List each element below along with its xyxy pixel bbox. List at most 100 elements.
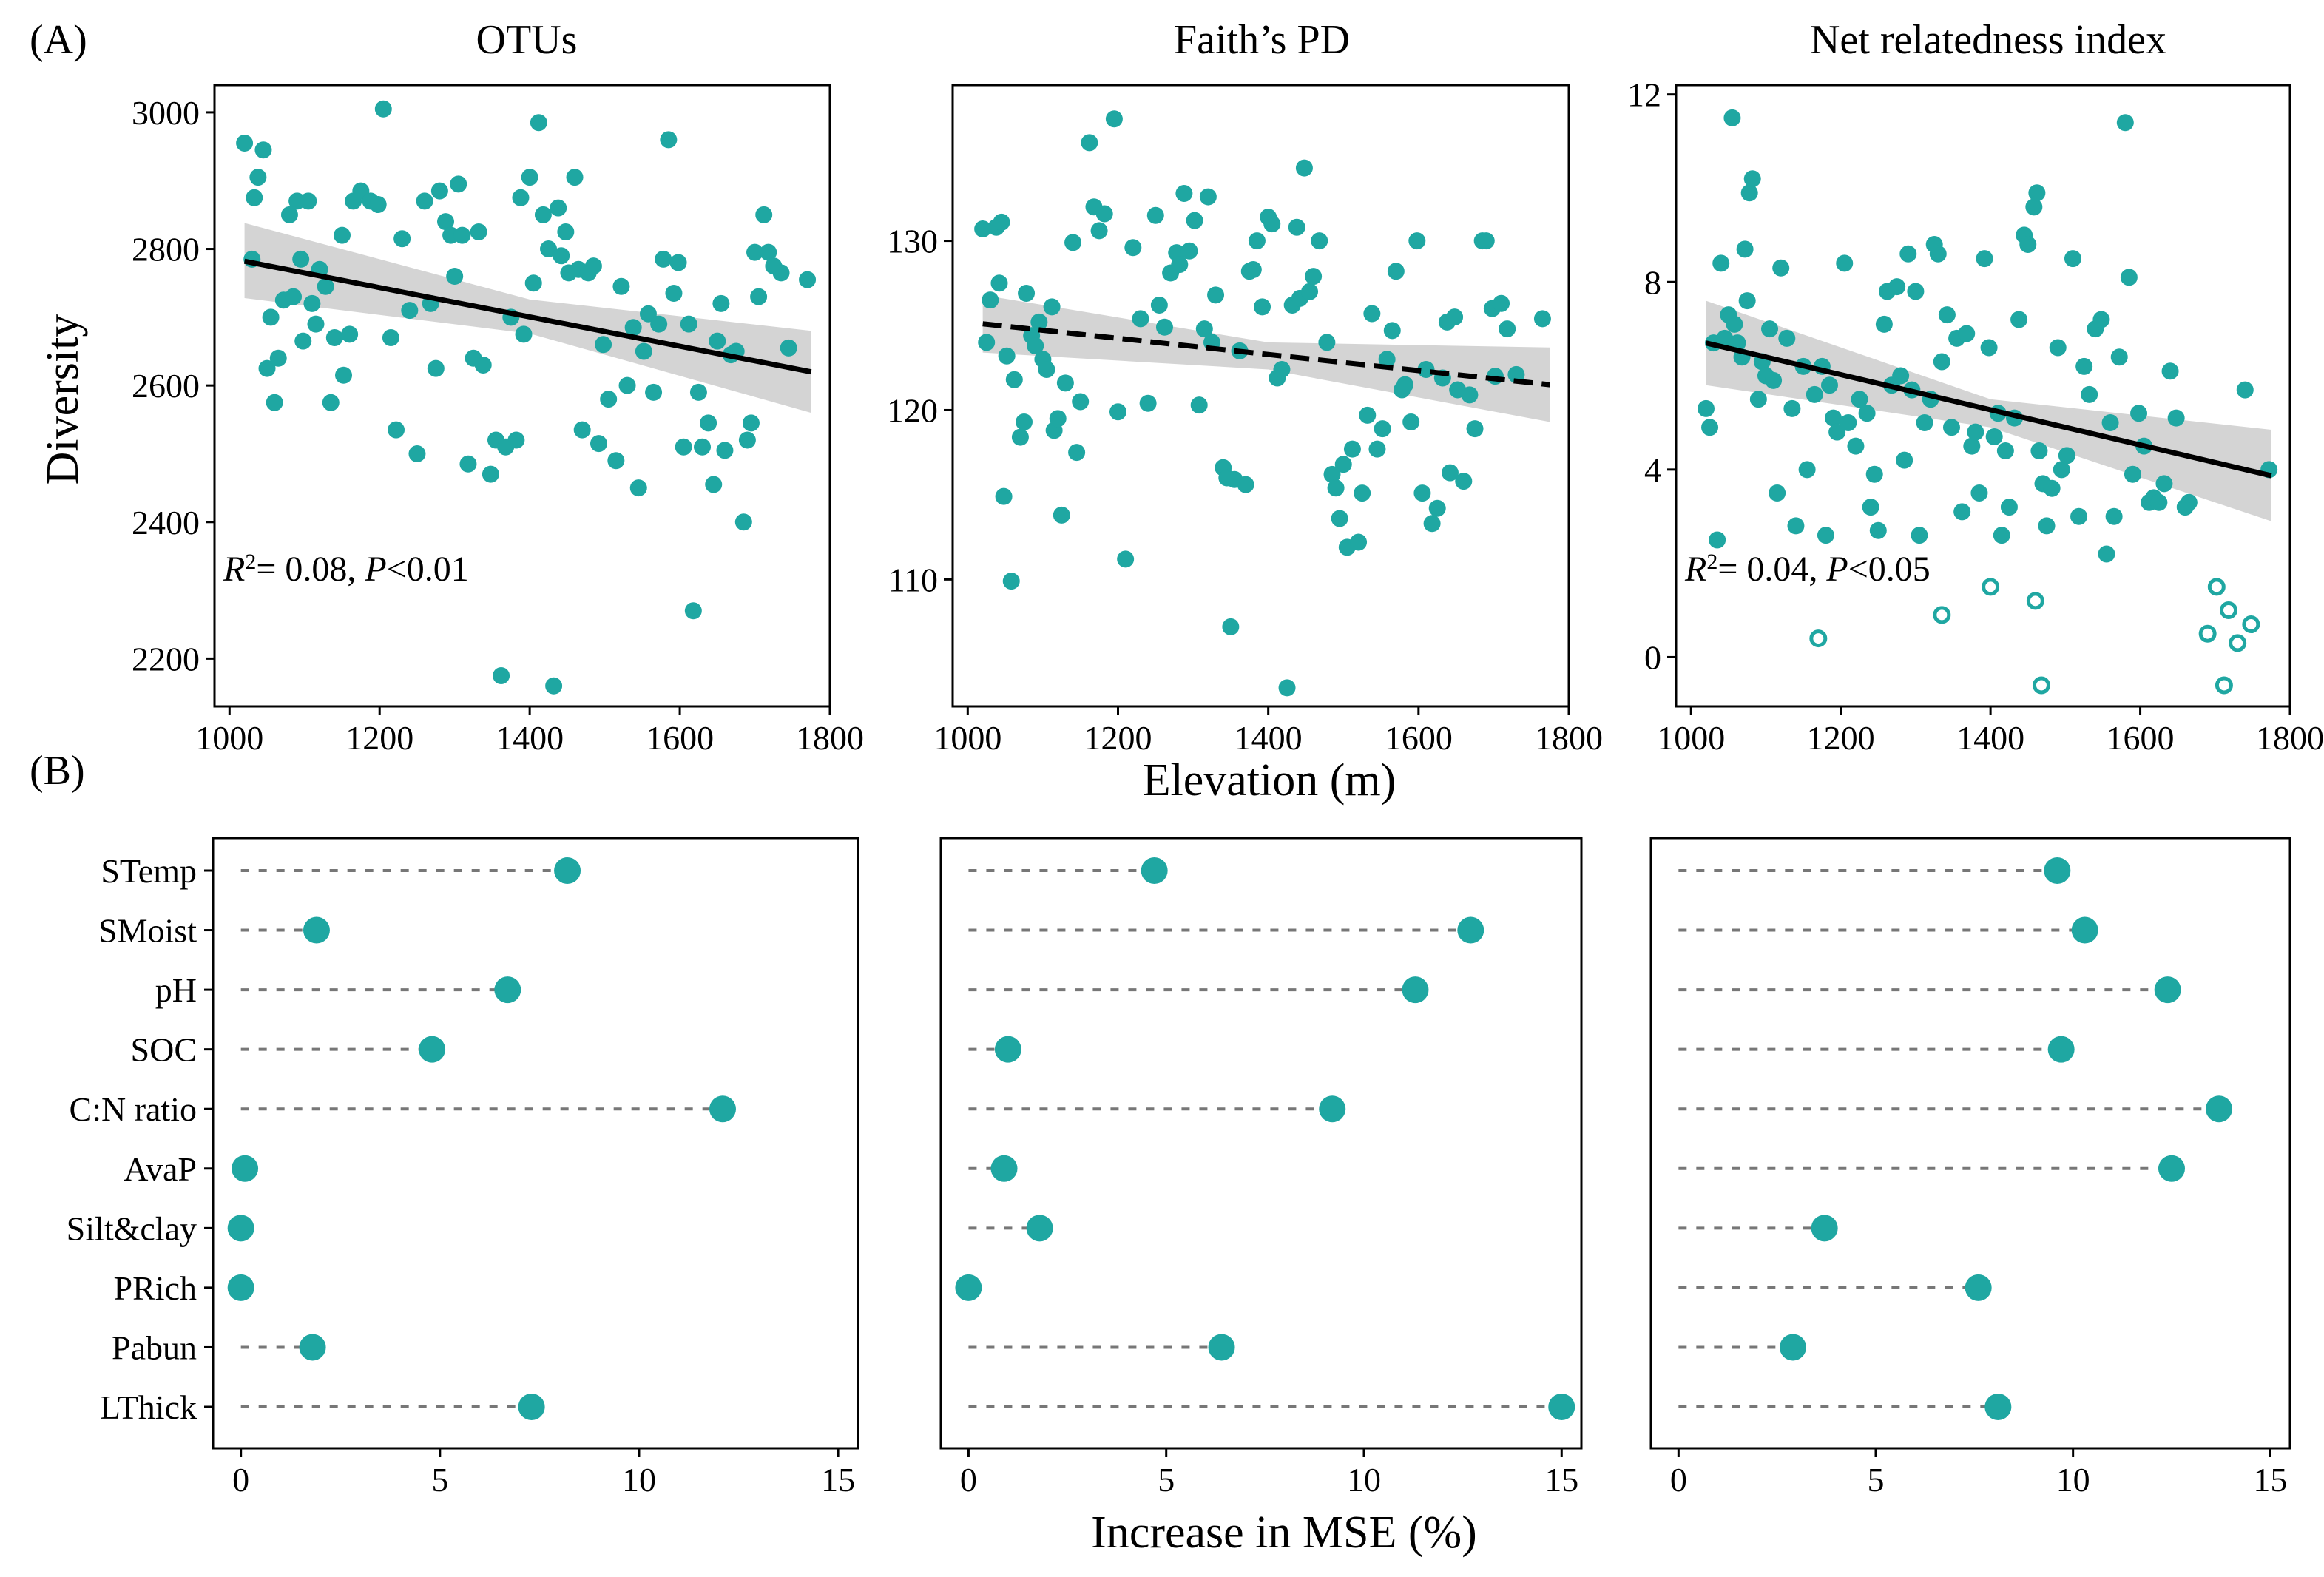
importance-point xyxy=(1780,1334,1806,1361)
data-point xyxy=(1199,188,1217,206)
data-point xyxy=(1139,394,1157,412)
data-point xyxy=(995,487,1013,505)
data-point xyxy=(236,134,254,152)
data-point xyxy=(1806,385,1823,403)
data-point xyxy=(1446,308,1464,326)
data-point xyxy=(2070,507,2088,525)
y-tick-label: 3000 xyxy=(132,94,200,132)
importance-point xyxy=(1402,976,1429,1004)
x-tick-label: 1800 xyxy=(796,719,864,757)
data-point xyxy=(246,189,263,206)
data-point xyxy=(2025,198,2043,216)
data-point xyxy=(705,476,723,493)
importance-point xyxy=(227,1274,254,1301)
importance-point xyxy=(2071,916,2098,944)
importance-point xyxy=(1208,1334,1235,1361)
data-point xyxy=(1533,310,1551,328)
y-tick-label: 4 xyxy=(1644,451,1661,489)
predictor-label: SMoist xyxy=(98,912,197,950)
x-tick-label: 0 xyxy=(232,1461,249,1499)
importance-point xyxy=(1026,1215,1053,1242)
data-point-open xyxy=(2032,676,2050,695)
importance-point xyxy=(2158,1155,2185,1182)
data-point xyxy=(1368,440,1386,458)
data-point xyxy=(1124,239,1142,257)
data-point xyxy=(694,438,712,456)
data-point xyxy=(530,114,547,132)
data-point xyxy=(524,274,542,292)
data-point xyxy=(335,366,353,384)
data-point xyxy=(1155,318,1173,336)
data-point xyxy=(584,257,602,275)
fit-annotation: R2= 0.08, P<0.01 xyxy=(223,550,469,590)
data-point xyxy=(1396,376,1414,394)
data-point xyxy=(474,356,492,374)
data-point xyxy=(427,359,445,377)
data-point xyxy=(755,206,773,223)
data-point xyxy=(1254,298,1271,316)
data-point-open xyxy=(1809,629,1828,648)
importance-point xyxy=(1548,1394,1575,1420)
data-point xyxy=(1996,442,2014,459)
data-point xyxy=(1761,320,1779,338)
data-point xyxy=(1081,134,1098,152)
data-point xyxy=(734,513,752,531)
panel-a-label: (A) xyxy=(30,17,87,63)
x-tick-label: 10 xyxy=(622,1461,656,1499)
x-tick-label: 1200 xyxy=(345,719,413,757)
data-point xyxy=(374,100,392,118)
data-point xyxy=(2019,236,2037,254)
data-point xyxy=(1778,329,1796,347)
data-point xyxy=(645,383,663,401)
data-point xyxy=(675,438,692,456)
data-point-open xyxy=(1933,606,1951,624)
data-point xyxy=(2167,409,2185,427)
data-point xyxy=(595,336,612,354)
data-point xyxy=(459,455,477,473)
data-point xyxy=(1825,409,1842,427)
data-point xyxy=(1195,320,1213,338)
data-point xyxy=(1207,286,1225,304)
panel-b-label: (B) xyxy=(30,748,85,794)
importance-point xyxy=(2044,857,2071,884)
data-point xyxy=(317,277,334,295)
predictor-label: Pabun xyxy=(112,1328,197,1366)
data-point xyxy=(1011,428,1029,446)
regression-line xyxy=(982,321,1550,388)
data-point xyxy=(2058,447,2075,465)
data-point xyxy=(401,302,419,320)
data-point xyxy=(1862,499,1879,516)
data-point xyxy=(1712,254,1730,272)
data-point xyxy=(660,131,678,149)
data-point xyxy=(1836,254,1854,272)
predictor-label: pH xyxy=(155,971,197,1009)
x-axis-label-elevation: Elevation (m) xyxy=(1143,755,1396,806)
data-point xyxy=(1455,473,1473,490)
data-point xyxy=(2155,475,2173,493)
data-point xyxy=(1334,456,1352,473)
data-point xyxy=(254,141,272,159)
data-point xyxy=(1907,283,1925,300)
data-point xyxy=(1953,503,1971,521)
data-point xyxy=(1911,527,1928,544)
importance-point xyxy=(1984,1394,2012,1420)
data-point xyxy=(1327,479,1345,497)
data-point xyxy=(1090,222,1108,240)
data-point xyxy=(639,305,657,323)
y-tick-label: 130 xyxy=(887,223,938,260)
data-point xyxy=(1171,256,1189,274)
data-point xyxy=(1697,399,1715,417)
importance-point xyxy=(955,1274,982,1301)
data-point xyxy=(482,465,499,483)
importance-point xyxy=(232,1155,259,1182)
data-point xyxy=(1769,484,1786,502)
data-point xyxy=(1109,403,1126,421)
predictor-label: STemp xyxy=(101,852,197,890)
x-tick-label: 15 xyxy=(1544,1461,1578,1499)
data-point xyxy=(333,226,351,244)
importance-point xyxy=(2206,1095,2232,1123)
plot-frame xyxy=(212,837,859,1450)
x-tick-label: 10 xyxy=(1347,1461,1381,1499)
data-point xyxy=(262,308,280,326)
data-point xyxy=(689,383,707,401)
